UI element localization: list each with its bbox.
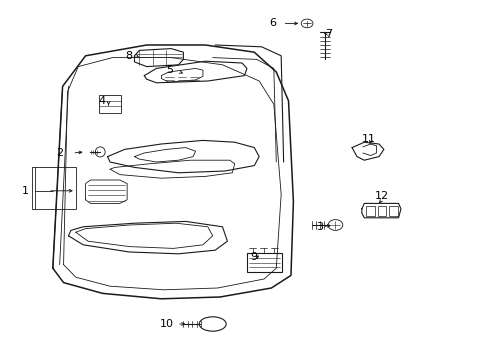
- Text: 5: 5: [166, 65, 173, 75]
- Bar: [99, 95, 121, 113]
- Bar: [388, 206, 397, 216]
- Bar: [377, 206, 386, 216]
- Bar: [246, 253, 282, 272]
- Text: 11: 11: [362, 134, 375, 144]
- Text: 10: 10: [159, 319, 173, 329]
- Bar: [32, 167, 76, 209]
- Text: 2: 2: [56, 148, 63, 158]
- Text: 12: 12: [374, 191, 387, 201]
- Text: 9: 9: [250, 252, 257, 262]
- Text: 4: 4: [98, 96, 105, 106]
- Bar: [365, 206, 374, 216]
- Text: 7: 7: [325, 29, 332, 39]
- Text: 8: 8: [124, 51, 132, 61]
- Text: 1: 1: [21, 186, 28, 196]
- Text: 6: 6: [269, 18, 276, 28]
- Text: 3: 3: [315, 222, 322, 232]
